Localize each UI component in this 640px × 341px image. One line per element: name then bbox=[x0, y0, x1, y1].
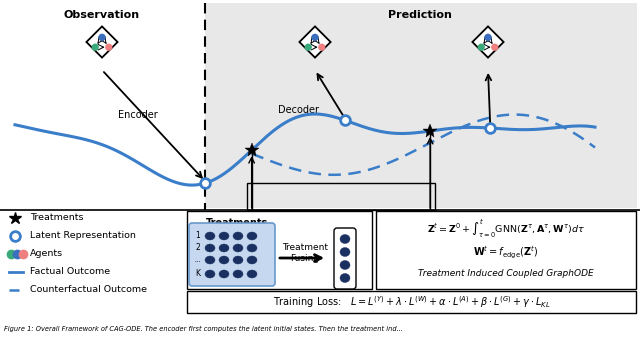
Ellipse shape bbox=[233, 270, 243, 278]
Circle shape bbox=[99, 34, 106, 41]
Ellipse shape bbox=[219, 256, 229, 264]
Text: $\mathbf{Z}^t = \mathbf{Z}^0 + \int_{\tau=0}^{t}\mathrm{GNN}(\mathbf{Z}^\tau,\ma: $\mathbf{Z}^t = \mathbf{Z}^0 + \int_{\ta… bbox=[427, 218, 585, 240]
Circle shape bbox=[318, 44, 325, 51]
Circle shape bbox=[105, 44, 113, 51]
Ellipse shape bbox=[205, 270, 215, 278]
Ellipse shape bbox=[247, 270, 257, 278]
Circle shape bbox=[312, 34, 319, 41]
Text: Training Loss:   $L = L^{(Y)} + \lambda \cdot L^{(W)} + \alpha \cdot L^{(A)} + \: Training Loss: $L = L^{(Y)} + \lambda \c… bbox=[273, 294, 550, 310]
Circle shape bbox=[305, 44, 312, 51]
Text: ...: ... bbox=[195, 255, 202, 265]
Text: K: K bbox=[195, 269, 200, 279]
Ellipse shape bbox=[247, 244, 257, 252]
FancyBboxPatch shape bbox=[334, 228, 356, 289]
Text: Treatments: Treatments bbox=[206, 218, 268, 228]
Text: Figure 1: Overall Framework of CAG-ODE. The encoder first computes the latent in: Figure 1: Overall Framework of CAG-ODE. … bbox=[4, 326, 403, 332]
Text: 2: 2 bbox=[196, 243, 200, 252]
Bar bbox=[246, 183, 435, 210]
Ellipse shape bbox=[219, 244, 229, 252]
Polygon shape bbox=[86, 26, 118, 58]
Ellipse shape bbox=[247, 256, 257, 264]
Text: Encoder: Encoder bbox=[118, 110, 157, 120]
Text: Prediction: Prediction bbox=[388, 10, 452, 20]
Ellipse shape bbox=[233, 232, 243, 240]
Circle shape bbox=[477, 44, 485, 51]
Ellipse shape bbox=[205, 244, 215, 252]
Text: Treatments: Treatments bbox=[30, 213, 83, 222]
Ellipse shape bbox=[247, 232, 257, 240]
Ellipse shape bbox=[340, 248, 350, 256]
Circle shape bbox=[92, 44, 99, 51]
Text: Treatment
Fusing: Treatment Fusing bbox=[282, 243, 328, 263]
Text: Factual Outcome: Factual Outcome bbox=[30, 267, 110, 277]
FancyBboxPatch shape bbox=[187, 211, 372, 289]
FancyBboxPatch shape bbox=[189, 223, 275, 286]
Circle shape bbox=[484, 34, 492, 41]
Ellipse shape bbox=[219, 270, 229, 278]
Text: $\mathbf{W}^t = f_{\mathrm{edge}}(\mathbf{Z}^t)$: $\mathbf{W}^t = f_{\mathrm{edge}}(\mathb… bbox=[473, 245, 539, 261]
FancyBboxPatch shape bbox=[187, 291, 636, 313]
Ellipse shape bbox=[205, 232, 215, 240]
Polygon shape bbox=[300, 26, 331, 58]
Bar bbox=[205, 3, 637, 208]
Text: Agents: Agents bbox=[30, 250, 63, 258]
Ellipse shape bbox=[233, 256, 243, 264]
Text: Latent Representation: Latent Representation bbox=[30, 232, 136, 240]
Ellipse shape bbox=[340, 235, 350, 243]
Text: Treatment Induced Coupled GraphODE: Treatment Induced Coupled GraphODE bbox=[418, 268, 594, 278]
Ellipse shape bbox=[219, 232, 229, 240]
Text: 1: 1 bbox=[196, 232, 200, 240]
Text: Decoder: Decoder bbox=[278, 105, 319, 115]
FancyBboxPatch shape bbox=[376, 211, 636, 289]
Ellipse shape bbox=[233, 244, 243, 252]
Text: Observation: Observation bbox=[64, 10, 140, 20]
Circle shape bbox=[491, 44, 499, 51]
Polygon shape bbox=[472, 26, 504, 58]
Ellipse shape bbox=[205, 256, 215, 264]
Ellipse shape bbox=[340, 261, 350, 269]
Ellipse shape bbox=[340, 273, 350, 282]
Text: Counterfactual Outcome: Counterfactual Outcome bbox=[30, 285, 147, 295]
